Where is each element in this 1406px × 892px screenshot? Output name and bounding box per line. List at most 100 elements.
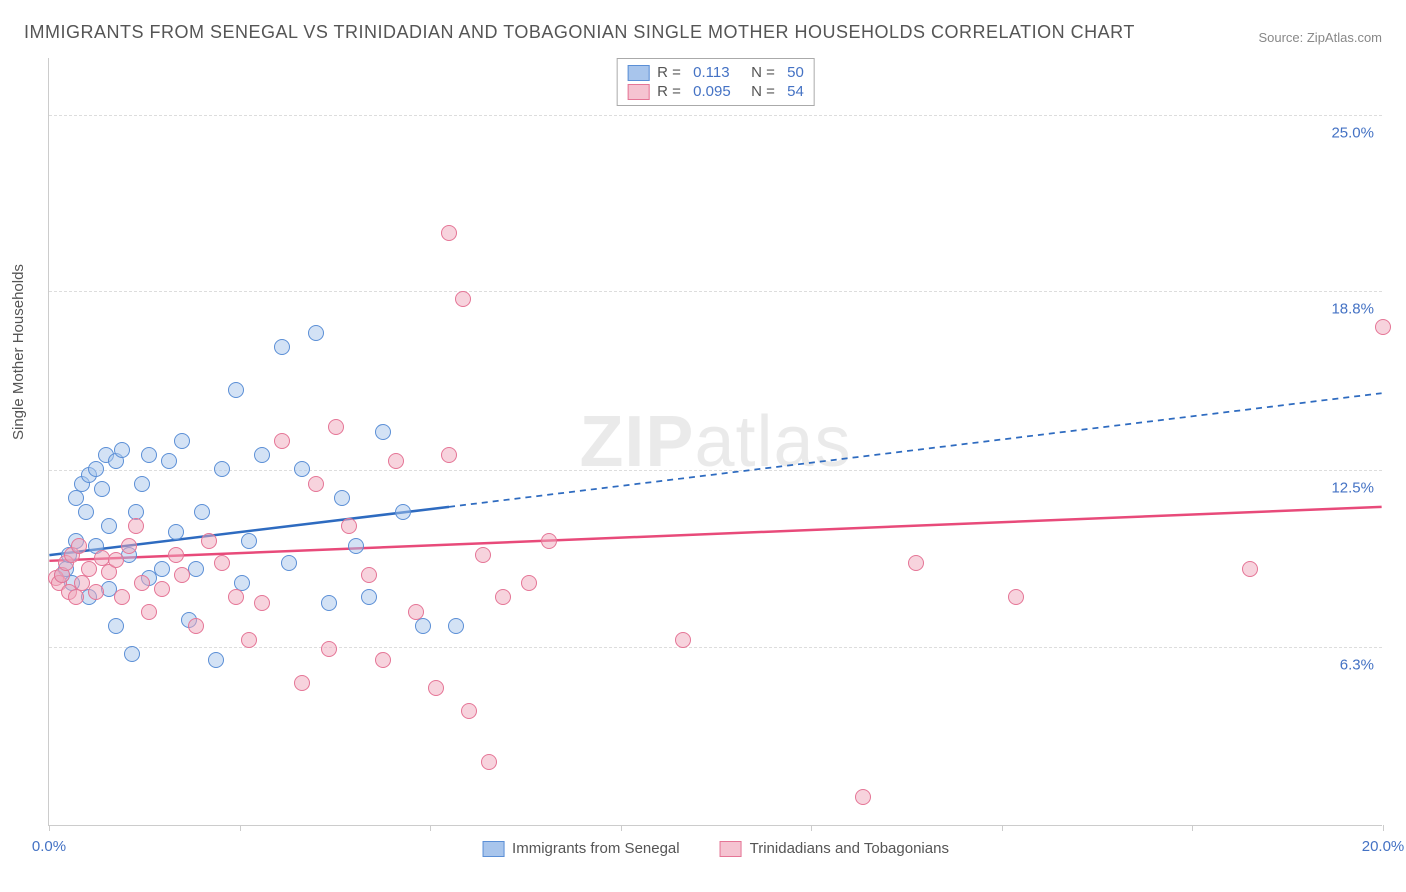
data-point-series-1: [134, 575, 150, 591]
data-point-series-1: [428, 680, 444, 696]
x-tick: [1383, 825, 1384, 831]
data-point-series-1: [341, 518, 357, 534]
data-point-series-1: [308, 476, 324, 492]
data-point-series-1: [114, 589, 130, 605]
data-point-series-0: [348, 538, 364, 554]
data-point-series-0: [308, 325, 324, 341]
y-tick-label: 18.8%: [1331, 301, 1374, 318]
data-point-series-0: [141, 447, 157, 463]
x-tick: [1192, 825, 1193, 831]
data-point-series-0: [124, 646, 140, 662]
swatch-series-0-icon: [482, 841, 504, 857]
data-point-series-1: [121, 538, 137, 554]
y-tick-label: 25.0%: [1331, 124, 1374, 141]
data-point-series-1: [201, 533, 217, 549]
data-point-series-1: [361, 567, 377, 583]
gridline: [49, 291, 1382, 292]
x-tick: [49, 825, 50, 831]
data-point-series-1: [495, 589, 511, 605]
swatch-series-1-icon: [720, 841, 742, 857]
data-point-series-1: [168, 547, 184, 563]
data-point-series-1: [408, 604, 424, 620]
data-point-series-0: [94, 481, 110, 497]
legend-stats-row-1: R = 0.095 N = 54: [627, 82, 804, 101]
data-point-series-1: [241, 632, 257, 648]
data-point-series-0: [194, 504, 210, 520]
legend-item-1-label: Trinidadians and Tobagonians: [750, 840, 949, 857]
data-point-series-1: [441, 447, 457, 463]
data-point-series-0: [78, 504, 94, 520]
data-point-series-1: [141, 604, 157, 620]
data-point-series-0: [294, 461, 310, 477]
data-point-series-0: [254, 447, 270, 463]
y-axis-label: Single Mother Households: [10, 264, 27, 440]
x-tick-label: 0.0%: [32, 838, 66, 855]
data-point-series-1: [128, 518, 144, 534]
data-point-series-0: [228, 382, 244, 398]
data-point-series-0: [68, 490, 84, 506]
legend-item-0: Immigrants from Senegal: [482, 840, 680, 857]
x-tick: [240, 825, 241, 831]
legend-stats: R = 0.113 N = 50 R = 0.095 N = 54: [616, 58, 815, 106]
trendlines: [49, 58, 1382, 825]
legend-item-0-label: Immigrants from Senegal: [512, 840, 680, 857]
data-point-series-0: [101, 518, 117, 534]
data-point-series-1: [214, 555, 230, 571]
data-point-series-0: [88, 461, 104, 477]
data-point-series-1: [855, 789, 871, 805]
data-point-series-1: [254, 595, 270, 611]
data-point-series-1: [1375, 319, 1391, 335]
swatch-series-0: [627, 65, 649, 81]
legend-item-1: Trinidadians and Tobagonians: [720, 840, 949, 857]
x-tick-label: 20.0%: [1362, 838, 1405, 855]
data-point-series-1: [294, 675, 310, 691]
legend-stats-row-0: R = 0.113 N = 50: [627, 63, 804, 82]
chart-title: IMMIGRANTS FROM SENEGAL VS TRINIDADIAN A…: [24, 22, 1135, 43]
data-point-series-1: [174, 567, 190, 583]
data-point-series-0: [241, 533, 257, 549]
data-point-series-1: [441, 225, 457, 241]
data-point-series-1: [1242, 561, 1258, 577]
data-point-series-0: [168, 524, 184, 540]
y-tick-label: 12.5%: [1331, 480, 1374, 497]
data-point-series-0: [395, 504, 411, 520]
x-tick: [811, 825, 812, 831]
data-point-series-1: [388, 453, 404, 469]
data-point-series-1: [88, 584, 104, 600]
gridline: [49, 470, 1382, 471]
data-point-series-0: [161, 453, 177, 469]
data-point-series-0: [154, 561, 170, 577]
data-point-series-0: [108, 618, 124, 634]
data-point-series-0: [274, 339, 290, 355]
data-point-series-0: [214, 461, 230, 477]
data-point-series-1: [81, 561, 97, 577]
data-point-series-1: [328, 419, 344, 435]
x-tick: [430, 825, 431, 831]
data-point-series-0: [134, 476, 150, 492]
x-tick: [621, 825, 622, 831]
data-point-series-1: [154, 581, 170, 597]
trendline-extrapolation-series-0: [449, 393, 1382, 507]
data-point-series-1: [375, 652, 391, 668]
data-point-series-1: [455, 291, 471, 307]
data-point-series-1: [321, 641, 337, 657]
data-point-series-0: [281, 555, 297, 571]
data-point-series-1: [541, 533, 557, 549]
y-tick-label: 6.3%: [1340, 656, 1374, 673]
data-point-series-1: [461, 703, 477, 719]
data-point-series-1: [908, 555, 924, 571]
x-tick: [1002, 825, 1003, 831]
data-point-series-0: [334, 490, 350, 506]
plot-area: ZIPatlas 6.3%12.5%18.8%25.0% 0.0%20.0% R…: [48, 58, 1382, 826]
data-point-series-0: [375, 424, 391, 440]
data-point-series-1: [274, 433, 290, 449]
data-point-series-1: [71, 538, 87, 554]
data-point-series-1: [1008, 589, 1024, 605]
swatch-series-1: [627, 84, 649, 100]
data-point-series-1: [521, 575, 537, 591]
data-point-series-0: [415, 618, 431, 634]
source-attribution: Source: ZipAtlas.com: [1258, 30, 1382, 45]
data-point-series-0: [114, 442, 130, 458]
data-point-series-1: [68, 589, 84, 605]
data-point-series-0: [208, 652, 224, 668]
